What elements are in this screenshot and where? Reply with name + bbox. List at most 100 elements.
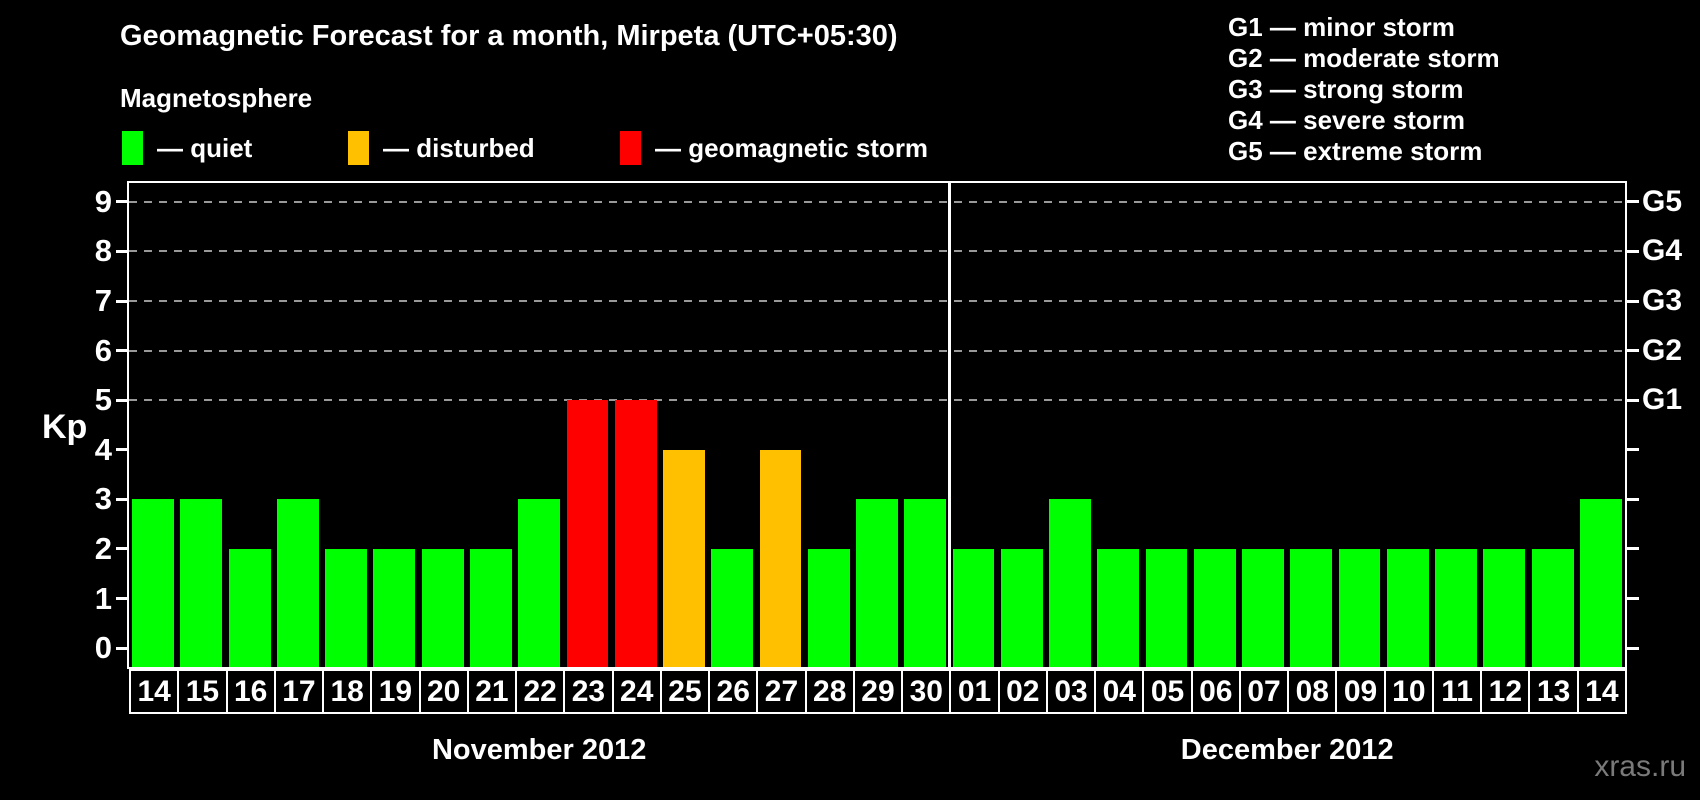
kp-bar-quiet (132, 499, 175, 667)
kp-bar-disturbed (663, 449, 705, 667)
day-cell: 29 (852, 669, 904, 714)
g-axis-label-g3: G3 (1642, 284, 1683, 318)
day-cell: 30 (901, 669, 952, 714)
y-tick-label: 4 (94, 431, 112, 467)
kp-bar-storm (566, 400, 609, 667)
legend-item-storm: — geomagnetic storm (620, 131, 928, 165)
day-cell: 25 (659, 669, 711, 714)
day-cell: 13 (1528, 669, 1579, 714)
gridline-kp9 (129, 200, 1625, 203)
g-axis-label-g5: G5 (1642, 184, 1683, 218)
day-cell: 14 (129, 669, 180, 714)
kp-bar-quiet (1531, 548, 1574, 667)
disturbed-color-swatch (348, 131, 369, 165)
y-axis-tick-left (116, 448, 128, 452)
day-cell: 04 (1094, 669, 1145, 714)
y-axis-tick-left (116, 597, 128, 601)
y-axis-tick-left (116, 349, 128, 353)
day-cell: 11 (1431, 669, 1483, 714)
gridline-kp7 (129, 300, 1625, 303)
kp-bar-quiet (1579, 499, 1622, 667)
day-cell: 08 (1287, 669, 1338, 714)
y-axis-tick-left (116, 200, 128, 204)
kp-bar-disturbed (759, 449, 802, 667)
magnetosphere-heading: Magnetosphere (120, 83, 313, 113)
gridline-kp5 (129, 399, 1625, 402)
y-tick-label: 0 (94, 630, 112, 666)
kp-bar-quiet (711, 548, 754, 667)
kp-bar-quiet (807, 548, 850, 667)
kp-bar-quiet (1242, 548, 1284, 667)
kp-bar-quiet (904, 499, 947, 667)
kp-bar-quiet (1435, 548, 1477, 667)
y-axis-tick-right (1627, 349, 1639, 353)
watermark: xras.ru (1594, 750, 1686, 783)
y-axis-tick-left (116, 497, 128, 501)
legend-label-quiet: — quiet (157, 132, 253, 163)
day-cell: 27 (756, 669, 807, 714)
g-axis-label-g1: G1 (1642, 383, 1683, 417)
kp-bar-quiet (276, 499, 319, 667)
storm-color-swatch (620, 131, 641, 165)
kp-bar-quiet (1290, 548, 1333, 667)
g-legend-item-g4: G4 — severe storm (1228, 105, 1466, 135)
kp-bar-quiet (1097, 548, 1140, 667)
y-axis-tick-right (1627, 547, 1639, 551)
day-cell: 20 (418, 669, 469, 714)
kp-bar-storm (614, 400, 657, 667)
legend-item-quiet: — quiet (122, 131, 252, 165)
y-tick-label: 8 (94, 233, 112, 269)
kp-bar-quiet (325, 548, 368, 667)
day-cell: 02 (997, 669, 1048, 714)
g-legend-item-g5: G5 — extreme storm (1228, 136, 1483, 166)
y-axis-tick-right (1627, 249, 1639, 253)
kp-bar-quiet (470, 548, 512, 667)
legend-label-storm: — geomagnetic storm (655, 132, 929, 163)
y-axis-tick-left (116, 249, 128, 253)
g-axis-label-g2: G2 (1642, 333, 1683, 367)
kp-bar-quiet (518, 499, 561, 667)
y-tick-label: 5 (94, 382, 112, 418)
kp-bar-quiet (1000, 548, 1043, 667)
y-tick-label: 6 (94, 332, 112, 368)
kp-bar-quiet (1386, 548, 1429, 667)
y-axis-tick-right (1627, 597, 1639, 601)
day-cell: 21 (466, 669, 518, 714)
y-tick-label: 3 (94, 481, 112, 517)
day-cell: 22 (515, 669, 566, 714)
chart-title: Geomagnetic Forecast for a month, Mirpet… (120, 20, 898, 52)
y-tick-label: 1 (94, 580, 112, 616)
kp-bar-quiet (1483, 548, 1526, 667)
y-axis-tick-right (1627, 448, 1639, 452)
y-axis-tick-right (1627, 299, 1639, 303)
day-cell: 03 (1045, 669, 1097, 714)
day-cell: 28 (804, 669, 855, 714)
kp-bar-quiet (856, 499, 898, 667)
day-cell: 26 (708, 669, 759, 714)
plot-area (127, 181, 1627, 669)
day-cell: 06 (1190, 669, 1241, 714)
day-cell: 09 (1335, 669, 1386, 714)
y-tick-label: 9 (94, 183, 112, 219)
legend-label-disturbed: — disturbed (383, 132, 535, 163)
g-scale-legend: G1 — minor storm G2 — moderate storm G3 … (1228, 12, 1500, 167)
kp-bar-quiet (952, 548, 995, 667)
month-label: November 2012 (431, 734, 647, 766)
day-cell: 18 (322, 669, 373, 714)
y-axis-tick-right (1627, 646, 1639, 650)
y-axis-tick-left (116, 299, 128, 303)
y-axis-tick-left (116, 398, 128, 402)
kp-bar-quiet (373, 548, 416, 667)
y-axis-label: Kp (42, 408, 88, 446)
kp-bar-quiet (180, 499, 223, 667)
y-axis-tick-right (1627, 398, 1639, 402)
gridline-kp6 (129, 349, 1625, 352)
y-axis-tick-right (1627, 497, 1639, 501)
day-cell: 07 (1238, 669, 1290, 714)
day-cell: 10 (1383, 669, 1434, 714)
day-cell: 05 (1142, 669, 1193, 714)
month-separator (947, 183, 951, 667)
gridline-kp8 (129, 250, 1625, 253)
day-cell: 24 (611, 669, 662, 714)
kp-bar-quiet (1049, 499, 1091, 667)
